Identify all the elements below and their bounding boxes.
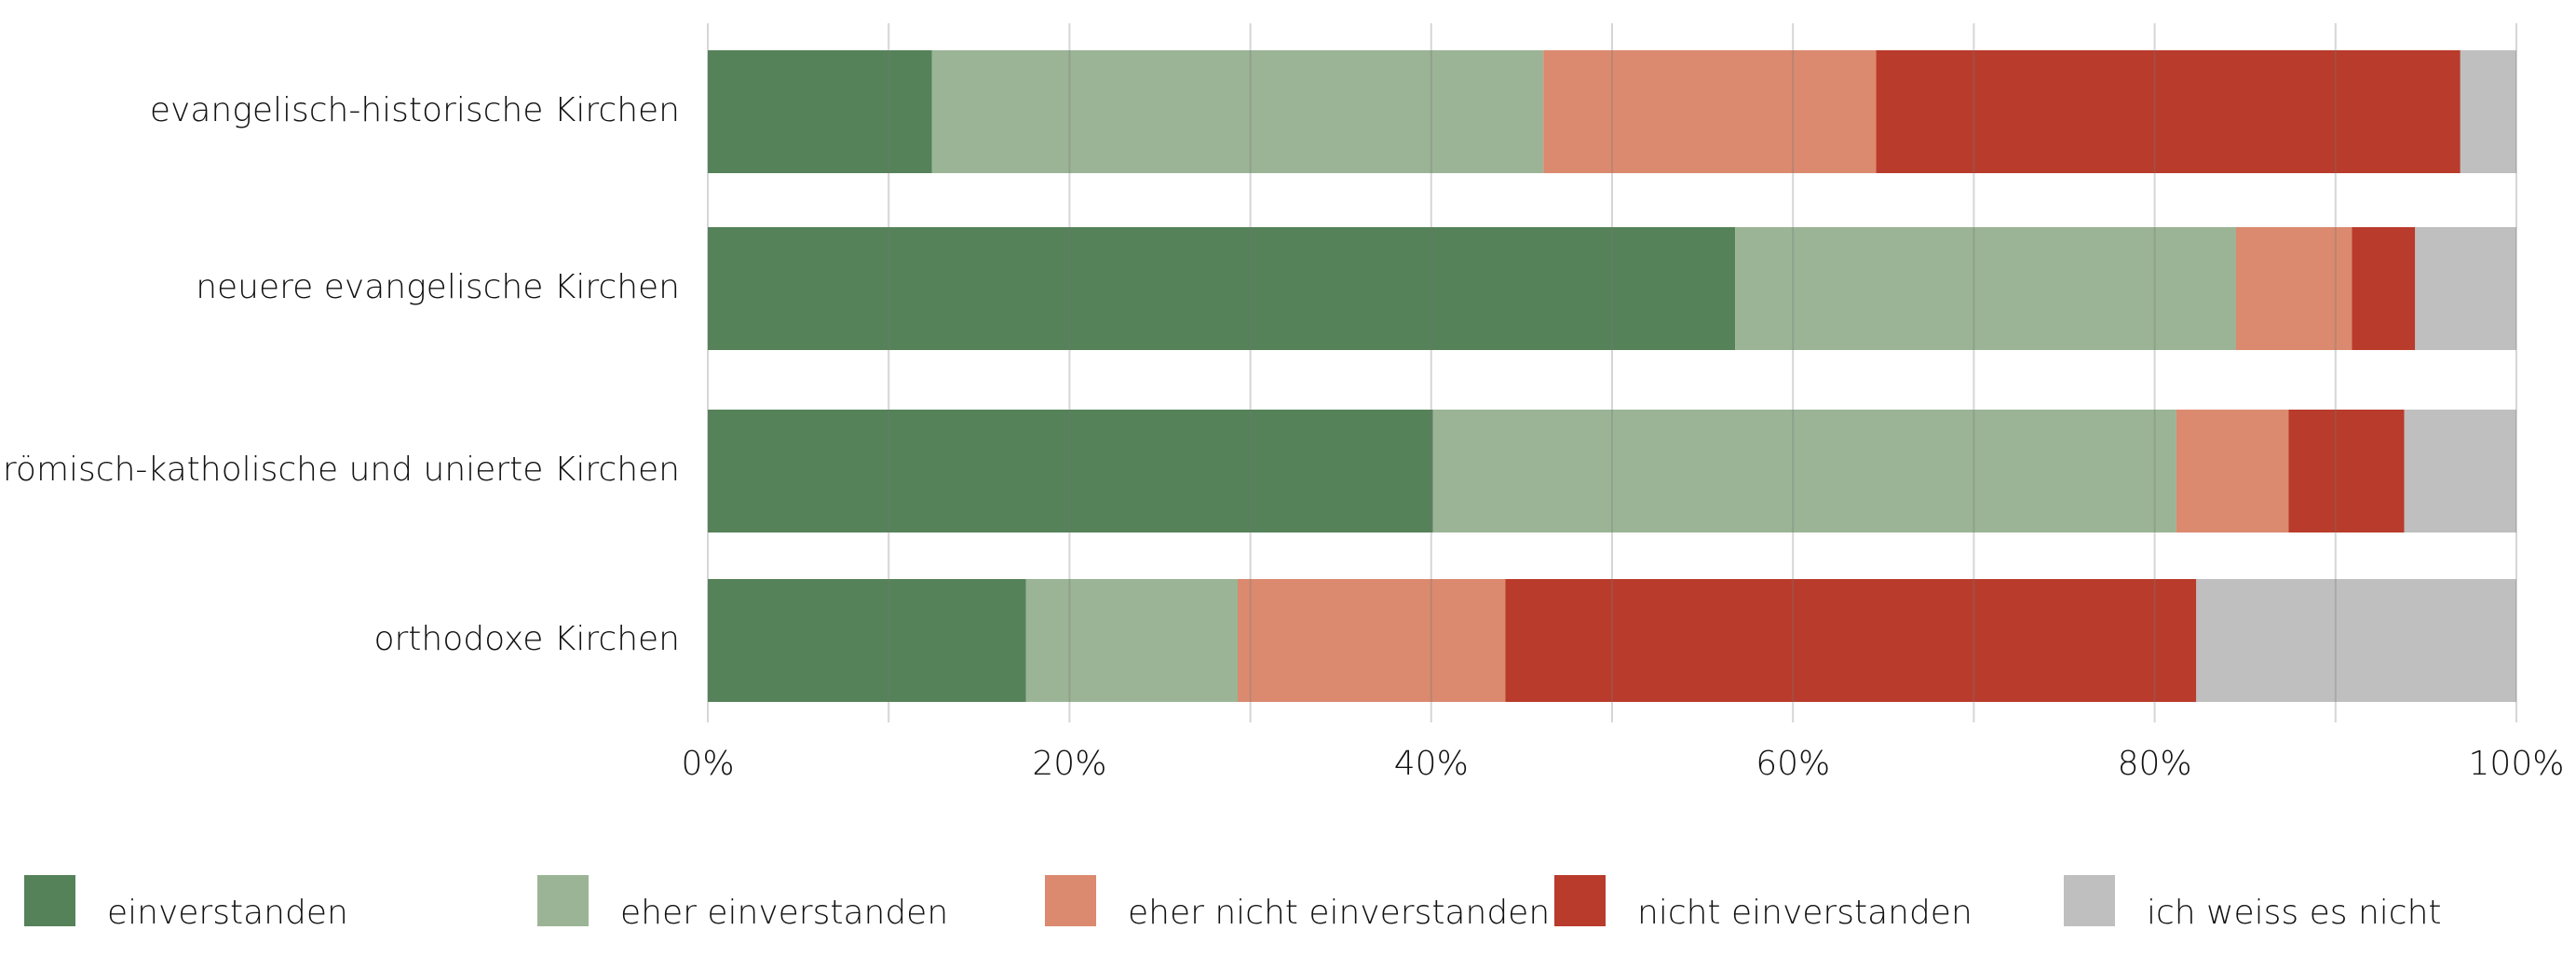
bar-segment bbox=[1505, 579, 2197, 702]
x-tick-label: 0% bbox=[681, 745, 734, 783]
legend-label: einverstanden bbox=[107, 894, 348, 932]
bar-segment bbox=[708, 227, 1736, 350]
bar-segment bbox=[2404, 410, 2516, 532]
legend-swatch bbox=[1045, 875, 1096, 926]
legend-label: nicht einverstanden bbox=[1637, 894, 1973, 932]
x-tick-label: 20% bbox=[1032, 745, 1106, 783]
bar-segment bbox=[2196, 579, 2516, 702]
y-tick-label: evangelisch-historische Kirchen bbox=[150, 91, 680, 129]
legend-swatch bbox=[1554, 875, 1606, 926]
bar-segment bbox=[2235, 227, 2352, 350]
x-tick-label: 60% bbox=[1756, 745, 1830, 783]
legend-label: eher nicht einverstanden bbox=[1128, 894, 1550, 932]
y-tick-label: neuere evangelische Kirchen bbox=[196, 268, 680, 306]
bar-segment bbox=[1238, 579, 1506, 702]
bar-segment bbox=[2288, 410, 2405, 532]
bar-segment bbox=[1025, 579, 1239, 702]
bar-segment bbox=[1543, 50, 1877, 173]
bar-segment bbox=[2415, 227, 2516, 350]
x-tick-label: 100% bbox=[2469, 745, 2565, 783]
bar-segment bbox=[1735, 227, 2236, 350]
y-tick-label: römisch-katholische und unierte Kirchen bbox=[3, 451, 680, 489]
bar-segment bbox=[708, 410, 1433, 532]
bar-segment bbox=[1432, 410, 2176, 532]
legend-swatch bbox=[2064, 875, 2115, 926]
legend-swatch bbox=[24, 875, 75, 926]
bar-segment bbox=[708, 579, 1026, 702]
bar-segment bbox=[2352, 227, 2416, 350]
bar-segment bbox=[1876, 50, 2461, 173]
legend-label: eher einverstanden bbox=[620, 894, 948, 932]
legend-label: ich weiss es nicht bbox=[2147, 894, 2442, 932]
bar-segment bbox=[931, 50, 1544, 173]
x-tick-label: 80% bbox=[2118, 745, 2192, 783]
bar-segment bbox=[708, 50, 932, 173]
x-tick-label: 40% bbox=[1394, 745, 1469, 783]
bar-segment bbox=[2460, 50, 2516, 173]
legend-swatch bbox=[537, 875, 589, 926]
y-tick-label: orthodoxe Kirchen bbox=[373, 620, 680, 658]
bar-segment bbox=[2176, 410, 2289, 532]
